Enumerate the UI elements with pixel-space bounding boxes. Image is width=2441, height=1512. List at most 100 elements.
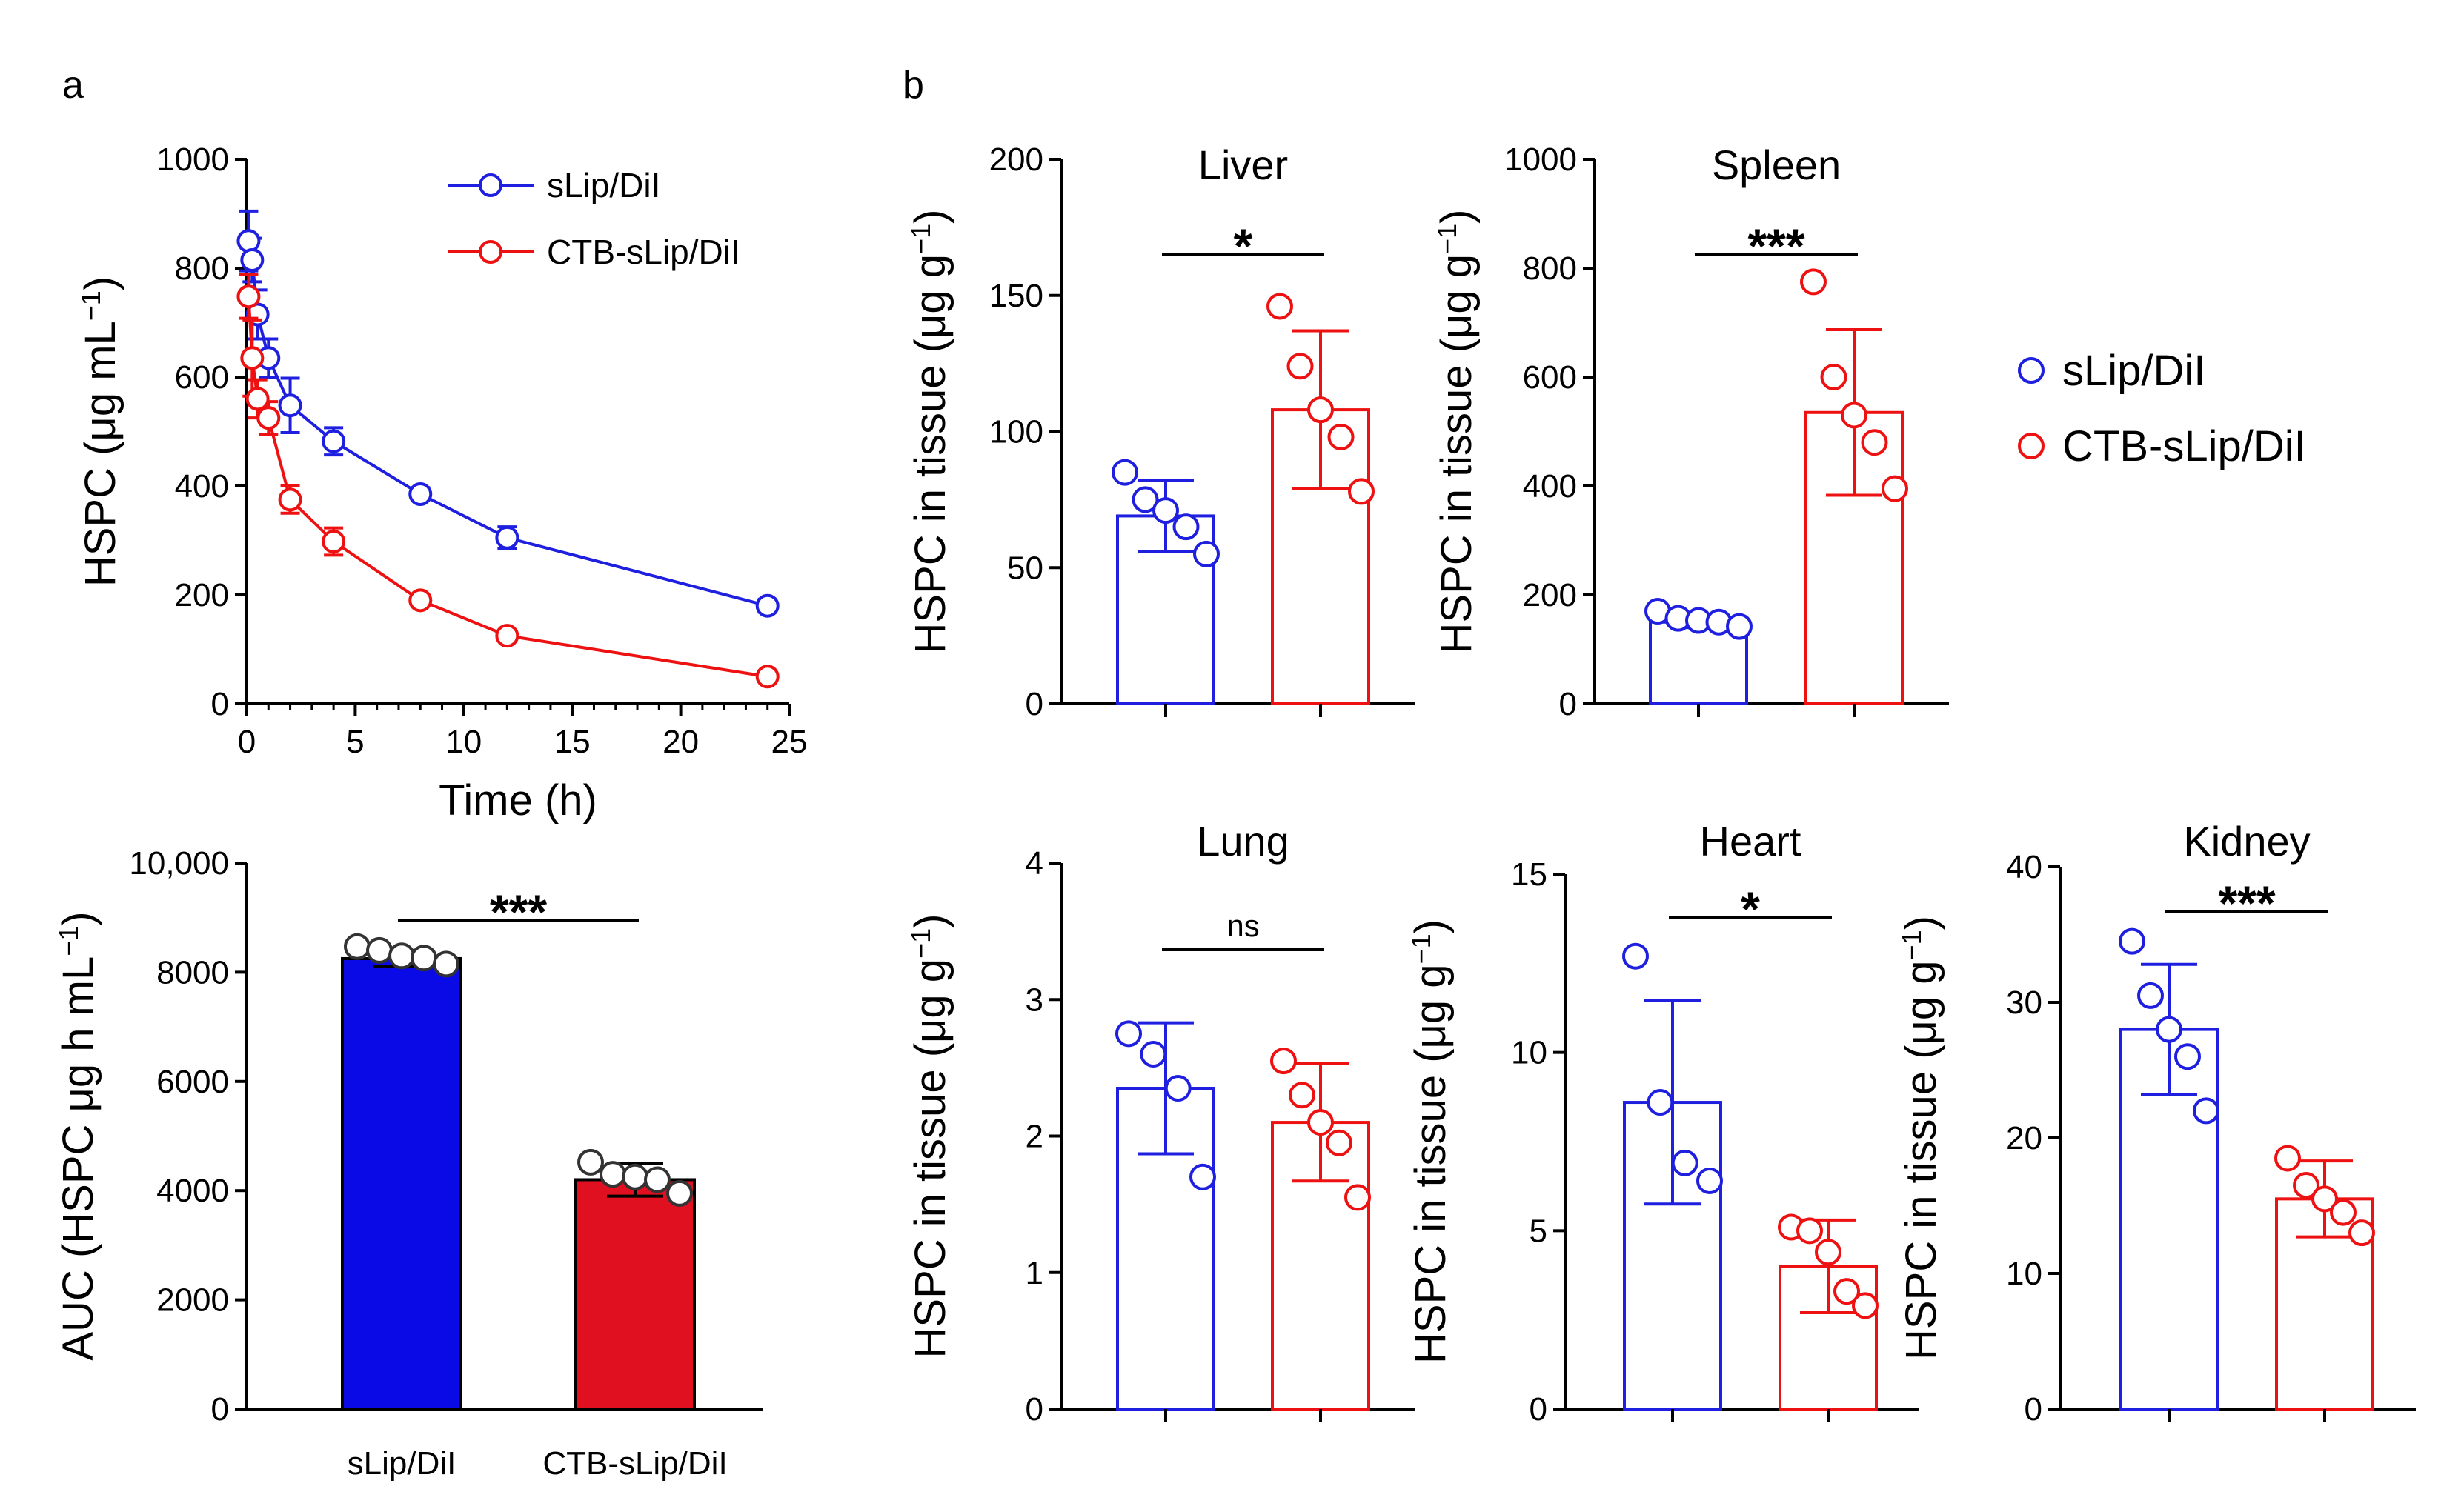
pk-legend-label: sLip/DiI xyxy=(547,166,660,204)
pk-series-red: CTB-sLip/DiI xyxy=(236,233,780,689)
kidney-data-point xyxy=(2174,1043,2201,1070)
spleen-y-tick-label: 800 xyxy=(1523,250,1577,287)
spleen-data-point xyxy=(1800,268,1827,296)
liver-y-tick-label: 50 xyxy=(1007,550,1043,586)
lung-significance-label: ns xyxy=(1226,908,1259,943)
heart-data-point xyxy=(1796,1217,1823,1245)
heart-data-point xyxy=(1852,1292,1879,1319)
lung-y-tick-label: 3 xyxy=(1026,982,1043,1018)
pk-data-point xyxy=(408,588,433,613)
pk-data-point xyxy=(278,487,302,512)
lung-data-point xyxy=(1115,1020,1142,1048)
spleen-data-point xyxy=(1726,613,1753,640)
kidney-y-tick-label: 0 xyxy=(2025,1391,2042,1428)
auc-data-point xyxy=(366,936,393,964)
pk-data-point xyxy=(240,346,265,370)
kidney-data-point xyxy=(2274,1145,2301,1172)
kidney-title: Kidney xyxy=(2183,818,2310,865)
auc-y-tick-label: 2000 xyxy=(156,1282,229,1319)
liver-data-point xyxy=(1327,423,1355,450)
kidney-data-point xyxy=(2330,1199,2357,1226)
heart-y-tick-label: 15 xyxy=(1511,856,1547,893)
spleen-data-point xyxy=(1861,429,1888,456)
heart-data-point xyxy=(1647,1089,1674,1116)
pk-legend-marker xyxy=(479,240,502,264)
heart-significance-label: * xyxy=(1741,882,1760,936)
pk-data-point xyxy=(495,525,519,550)
pk-x-tick-label: 10 xyxy=(445,724,482,760)
pk-line-chart: 0 200 400 600 800 1000 0 5 10 15 20 25 Time (h) HSPC … xyxy=(76,141,807,825)
heart-data-point xyxy=(1815,1239,1841,1266)
pk-data-point xyxy=(240,247,265,272)
liver-data-point xyxy=(1172,513,1200,541)
legend-b-marker xyxy=(2018,357,2045,384)
kidney-bar-chart: 0 10 20 30 40 *** Kidney HSPC in tissue (μg g−1… xyxy=(1896,818,2416,1428)
liver-bar-chart: 0 50 100 150 200 * Liver HSPC in tissue (μg g−1… xyxy=(906,141,1415,722)
auc-data-point xyxy=(600,1161,626,1188)
kidney-data-point xyxy=(2193,1097,2219,1125)
auc-y-tick-label: 10,000 xyxy=(129,845,229,882)
liver-data-point xyxy=(1348,478,1375,505)
liver-data-point xyxy=(1266,293,1293,320)
auc-data-point xyxy=(344,933,371,960)
kidney-y-axis-title: HSPC in tissue (μg g−1) xyxy=(1896,916,1945,1360)
pk-y-axis-title: HSPC (μg mL−1) xyxy=(76,276,124,587)
pk-y-tick-label: 0 xyxy=(211,686,229,722)
heart-bar-chart: 0 5 10 15 * Heart HSPC in tissue (μg g−1) xyxy=(1406,818,1919,1428)
spleen-y-tick-label: 1000 xyxy=(1504,141,1577,178)
auc-data-point xyxy=(411,945,437,972)
legend-b-label: sLip/DiI xyxy=(2062,347,2205,395)
lung-data-point xyxy=(1140,1040,1167,1068)
lung-data-point xyxy=(1189,1163,1216,1190)
kidney-data-point xyxy=(2119,927,2145,955)
pk-y-tick-label: 600 xyxy=(175,359,229,396)
pk-data-point xyxy=(755,593,780,618)
pk-data-point xyxy=(408,482,433,507)
heart-y-tick-label: 5 xyxy=(1530,1213,1547,1249)
panel-a-label: a xyxy=(62,64,84,107)
lung-y-tick-label: 4 xyxy=(1026,845,1043,882)
pk-data-point xyxy=(322,529,346,553)
kidney-data-point xyxy=(2293,1172,2319,1199)
liver-data-point xyxy=(1152,497,1179,524)
pk-data-point xyxy=(256,406,281,430)
pk-series-line xyxy=(247,296,768,679)
liver-y-tick-label: 0 xyxy=(1026,686,1043,722)
pk-data-point xyxy=(278,393,302,418)
liver-data-point xyxy=(1286,353,1314,380)
panel-b-label: b xyxy=(903,64,924,107)
spleen-title: Spleen xyxy=(1712,141,1841,188)
heart-data-point xyxy=(1671,1149,1698,1176)
spleen-y-axis-title: HSPC in tissue (μg g−1) xyxy=(1432,210,1481,654)
liver-y-axis-title: HSPC in tissue (μg g−1) xyxy=(906,210,954,654)
pk-y-tick-label: 400 xyxy=(175,468,229,504)
pk-x-axis-title: Time (h) xyxy=(439,776,597,825)
legend-b-marker xyxy=(2018,433,2045,459)
lung-y-tick-label: 0 xyxy=(1026,1391,1043,1428)
kidney-y-tick-label: 10 xyxy=(2006,1256,2042,1292)
liver-y-tick-label: 100 xyxy=(989,414,1043,450)
liver-data-point xyxy=(1112,459,1138,486)
pk-x-tick-label: 20 xyxy=(662,724,699,760)
heart-data-point xyxy=(1833,1278,1860,1305)
spleen-y-tick-label: 0 xyxy=(1559,686,1577,722)
liver-y-tick-label: 150 xyxy=(989,278,1043,314)
spleen-y-tick-label: 200 xyxy=(1523,577,1577,613)
pk-x-tick-label: 15 xyxy=(554,724,591,760)
spleen-data-point xyxy=(1882,475,1908,502)
pk-x-tick-label: 5 xyxy=(346,724,364,760)
auc-y-tick-label: 6000 xyxy=(156,1064,229,1100)
auc-category-label: sLip/DiI xyxy=(348,1445,456,1482)
pk-y-tick-label: 200 xyxy=(175,577,229,613)
lung-title: Lung xyxy=(1197,818,1289,865)
kidney-y-tick-label: 40 xyxy=(2006,849,2042,885)
auc-bar-slip xyxy=(341,956,462,1411)
liver-y-tick-label: 200 xyxy=(989,141,1043,178)
kidney-data-point xyxy=(2311,1185,2338,1213)
spleen-significance-label: *** xyxy=(1747,219,1804,273)
heart-y-axis-title: HSPC in tissue (μg g−1) xyxy=(1406,919,1455,1364)
auc-data-point xyxy=(433,950,459,978)
pk-data-point xyxy=(245,387,270,411)
pk-data-point xyxy=(755,665,780,689)
